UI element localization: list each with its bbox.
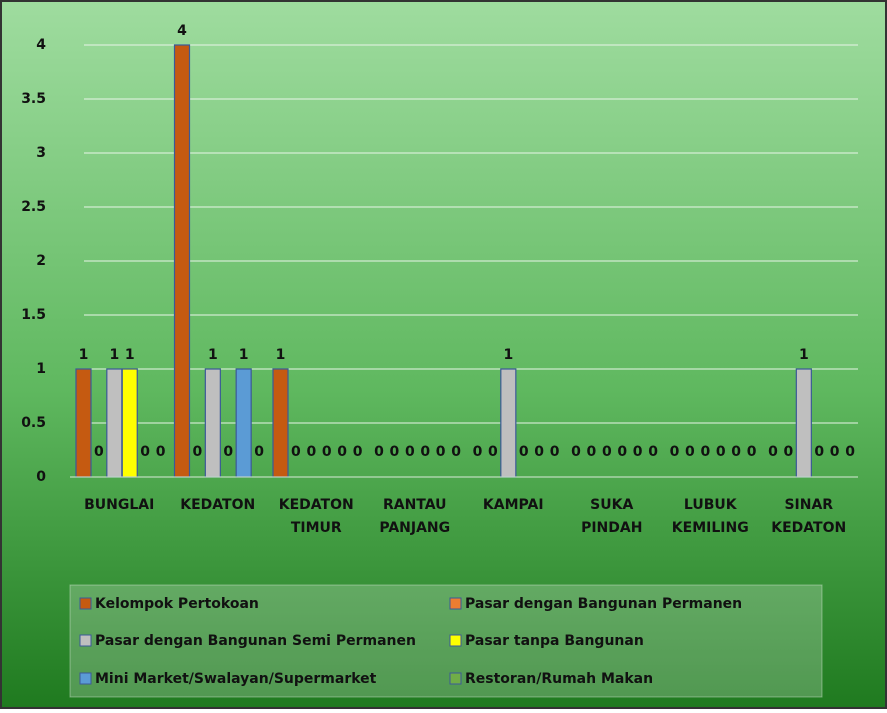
value-label: 0 — [140, 444, 150, 460]
value-label: 1 — [109, 347, 119, 363]
y-tick-label: 1.5 — [21, 307, 46, 323]
value-label: 0 — [731, 444, 741, 460]
value-label: 0 — [845, 444, 855, 460]
bar — [106, 368, 123, 478]
value-label: 0 — [337, 444, 347, 460]
legend-label: Pasar dengan Bangunan Semi Permanen — [95, 633, 416, 649]
value-label: 0 — [700, 444, 710, 460]
value-label: 0 — [254, 444, 264, 460]
legend-label: Restoran/Rumah Makan — [465, 671, 653, 687]
value-label: 1 — [239, 347, 249, 363]
bar — [173, 44, 191, 478]
y-tick-label: 1 — [36, 361, 46, 377]
value-label: 0 — [420, 444, 430, 460]
value-label: 0 — [648, 444, 658, 460]
value-label: 0 — [436, 444, 446, 460]
value-label: 0 — [519, 444, 529, 460]
y-tick-label: 0 — [36, 469, 46, 485]
value-label: 0 — [571, 444, 581, 460]
value-label: 0 — [617, 444, 627, 460]
value-label: 0 — [830, 444, 840, 460]
value-label: 0 — [550, 444, 560, 460]
legend-label: Mini Market/Swalayan/Supermarket — [95, 671, 377, 687]
legend-key — [449, 672, 462, 685]
value-label: 0 — [814, 444, 824, 460]
legend-key — [449, 634, 462, 647]
y-tick-label: 2.5 — [21, 199, 46, 215]
x-tick-label: SUKA PINDAH — [581, 497, 642, 536]
value-label: 0 — [670, 444, 680, 460]
value-label: 0 — [784, 444, 794, 460]
y-tick-label: 0.5 — [21, 415, 46, 431]
x-tick-label: BUNGLAI — [84, 497, 154, 513]
value-label: 0 — [768, 444, 778, 460]
value-label: 0 — [353, 444, 363, 460]
value-label: 0 — [451, 444, 461, 460]
bar — [75, 368, 92, 478]
x-tick-label: KAMPAI — [483, 497, 544, 513]
value-label: 0 — [94, 444, 104, 460]
bar — [500, 368, 517, 478]
value-label: 0 — [747, 444, 757, 460]
x-tick-label: SINAR KEDATON — [771, 497, 846, 536]
bar — [235, 368, 252, 478]
value-label: 0 — [716, 444, 726, 460]
value-label: 1 — [503, 347, 513, 363]
legend-key — [79, 672, 92, 685]
value-label: 0 — [602, 444, 612, 460]
value-label: 0 — [685, 444, 695, 460]
value-label: 0 — [534, 444, 544, 460]
legend-label: Pasar dengan Bangunan Permanen — [465, 596, 742, 612]
y-tick-label: 3 — [36, 145, 46, 161]
legend-key — [79, 597, 92, 610]
value-label: 0 — [193, 444, 203, 460]
y-tick-label: 4 — [36, 37, 46, 53]
x-tick-label: LUBUK KEMILING — [672, 497, 749, 536]
value-label: 0 — [223, 444, 233, 460]
legend-key — [449, 597, 462, 610]
bar — [204, 368, 221, 478]
y-tick-label: 2 — [36, 253, 46, 269]
bar — [795, 368, 812, 478]
value-label: 0 — [322, 444, 332, 460]
legend-label: Pasar tanpa Bangunan — [465, 633, 644, 649]
value-label: 0 — [405, 444, 415, 460]
value-label: 0 — [390, 444, 400, 460]
value-label: 1 — [208, 347, 218, 363]
bar — [121, 368, 138, 478]
value-label: 0 — [306, 444, 316, 460]
value-label: 0 — [488, 444, 498, 460]
value-label: 0 — [374, 444, 384, 460]
value-label: 1 — [799, 347, 809, 363]
legend-key — [79, 634, 92, 647]
value-label: 4 — [177, 23, 187, 39]
value-label: 0 — [473, 444, 483, 460]
x-tick-label: KEDATON TIMUR — [279, 497, 354, 536]
value-label: 1 — [79, 347, 89, 363]
value-label: 0 — [633, 444, 643, 460]
value-label: 0 — [291, 444, 301, 460]
value-label: 1 — [276, 347, 286, 363]
value-label: 0 — [156, 444, 166, 460]
legend-box — [69, 584, 823, 698]
bar — [272, 368, 289, 478]
value-label: 1 — [125, 347, 135, 363]
legend-label: Kelompok Pertokoan — [95, 596, 259, 612]
x-tick-label: KEDATON — [180, 497, 255, 513]
x-tick-label: RANTAU PANJANG — [379, 497, 450, 536]
value-label: 0 — [587, 444, 597, 460]
y-tick-label: 3.5 — [21, 91, 46, 107]
